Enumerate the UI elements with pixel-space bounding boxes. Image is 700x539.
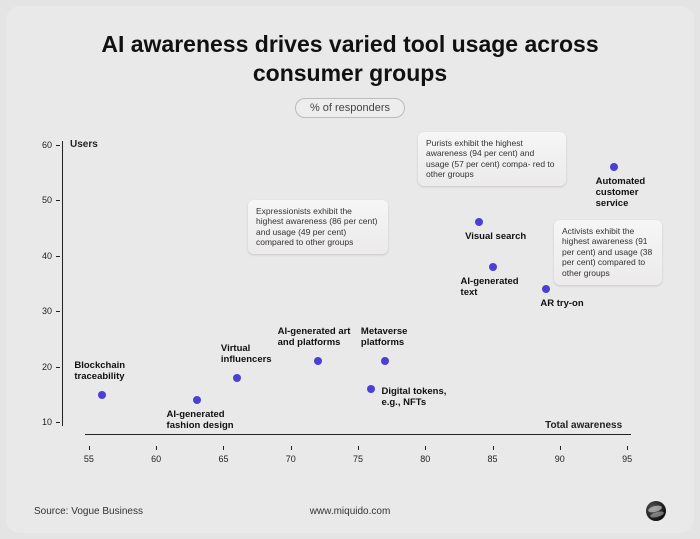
source-text: Source: Vogue Business bbox=[34, 506, 143, 517]
x-tick: 55 bbox=[84, 454, 94, 464]
x-tick: 75 bbox=[353, 454, 363, 464]
data-point bbox=[475, 218, 483, 226]
x-tick: 70 bbox=[286, 454, 296, 464]
data-point bbox=[98, 391, 106, 399]
y-tick: 20 bbox=[34, 362, 52, 372]
x-tick: 60 bbox=[151, 454, 161, 464]
data-point-label: Digital tokens, e.g., NFTs bbox=[381, 387, 446, 409]
footer: Source: Vogue Business www.miquido.com bbox=[34, 501, 666, 521]
x-tick: 90 bbox=[555, 454, 565, 464]
x-tick: 80 bbox=[420, 454, 430, 464]
data-point bbox=[489, 263, 497, 271]
x-tick: 85 bbox=[488, 454, 498, 464]
y-tick: 30 bbox=[34, 306, 52, 316]
data-point-label: AI-generated fashion design bbox=[167, 410, 234, 432]
data-point bbox=[542, 285, 550, 293]
data-point-label: Visual search bbox=[465, 232, 526, 243]
data-point-label: AI-generated art and platforms bbox=[278, 327, 351, 349]
data-point-label: Metaverse platforms bbox=[361, 327, 407, 349]
x-axis-label: Total awareness bbox=[545, 420, 622, 431]
y-tick: 10 bbox=[34, 417, 52, 427]
y-tick: 50 bbox=[34, 195, 52, 205]
brand-logo-icon bbox=[646, 501, 666, 521]
data-point bbox=[193, 396, 201, 404]
subtitle-wrap: % of responders bbox=[34, 98, 666, 118]
data-point bbox=[610, 163, 618, 171]
chart-subtitle-pill: % of responders bbox=[295, 98, 405, 118]
callout-box: Activists exhibit the highest awareness … bbox=[554, 220, 662, 285]
data-point bbox=[367, 385, 375, 393]
scatter-plot: Users Total awareness 10 20 30 40 50 60 55 60 65… bbox=[34, 124, 666, 464]
chart-card: AI awareness drives varied tool usage ac… bbox=[6, 6, 694, 533]
y-tick: 40 bbox=[34, 251, 52, 261]
callout-box: Purists exhibit the highest awareness (9… bbox=[418, 132, 566, 187]
data-point bbox=[233, 374, 241, 382]
data-point-label: AI-generated text bbox=[461, 277, 519, 299]
data-point-label: Blockchain traceability bbox=[74, 361, 125, 383]
data-point bbox=[381, 357, 389, 365]
data-point bbox=[314, 357, 322, 365]
y-tick: 60 bbox=[34, 140, 52, 150]
data-point-label: Automated customer service bbox=[596, 177, 646, 210]
data-point-label: AR try-on bbox=[540, 299, 583, 310]
callout-box: Expressionists exhibit the highest aware… bbox=[248, 200, 388, 255]
x-axis-line bbox=[85, 434, 631, 435]
x-tick: 65 bbox=[218, 454, 228, 464]
y-axis-line bbox=[62, 141, 63, 427]
data-point-label: Virtual influencers bbox=[221, 344, 272, 366]
x-tick: 95 bbox=[622, 454, 632, 464]
y-axis-label: Users bbox=[70, 139, 98, 150]
chart-title: AI awareness drives varied tool usage ac… bbox=[100, 30, 600, 88]
site-url: www.miquido.com bbox=[310, 506, 391, 517]
